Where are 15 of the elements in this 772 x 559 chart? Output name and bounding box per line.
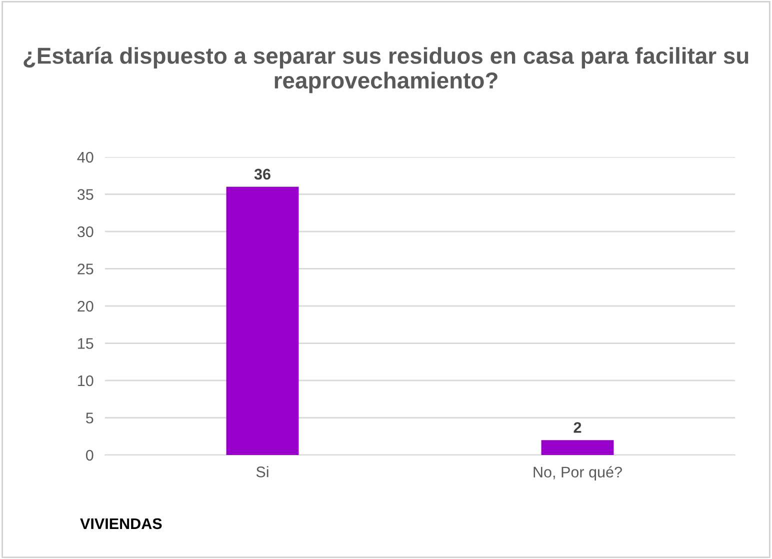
y-tick-label: 5 xyxy=(86,412,94,424)
text: VIVIENDAS xyxy=(80,518,162,530)
x-tick-label: No, Por qué? xyxy=(534,466,622,481)
y-tick-label: 30 xyxy=(77,226,94,238)
y-tick-label: 20 xyxy=(78,300,94,312)
x-tick-label: Si xyxy=(256,466,268,478)
y-tick-label: 0 xyxy=(86,450,94,461)
chart-title: ¿Estaría dispuesto a separar sus residuos en casa para facilitar su reaprovechamiento? xyxy=(24,46,748,94)
y-tick-label: 40 xyxy=(77,152,94,163)
y-tick-label: 15 xyxy=(78,338,94,349)
y-tick-label: 35 xyxy=(77,189,94,200)
data-label: 2 xyxy=(574,422,582,433)
y-tick-label: 25 xyxy=(78,264,94,274)
y-tick-label: 10 xyxy=(78,375,94,386)
data-label: 36 xyxy=(254,168,270,180)
